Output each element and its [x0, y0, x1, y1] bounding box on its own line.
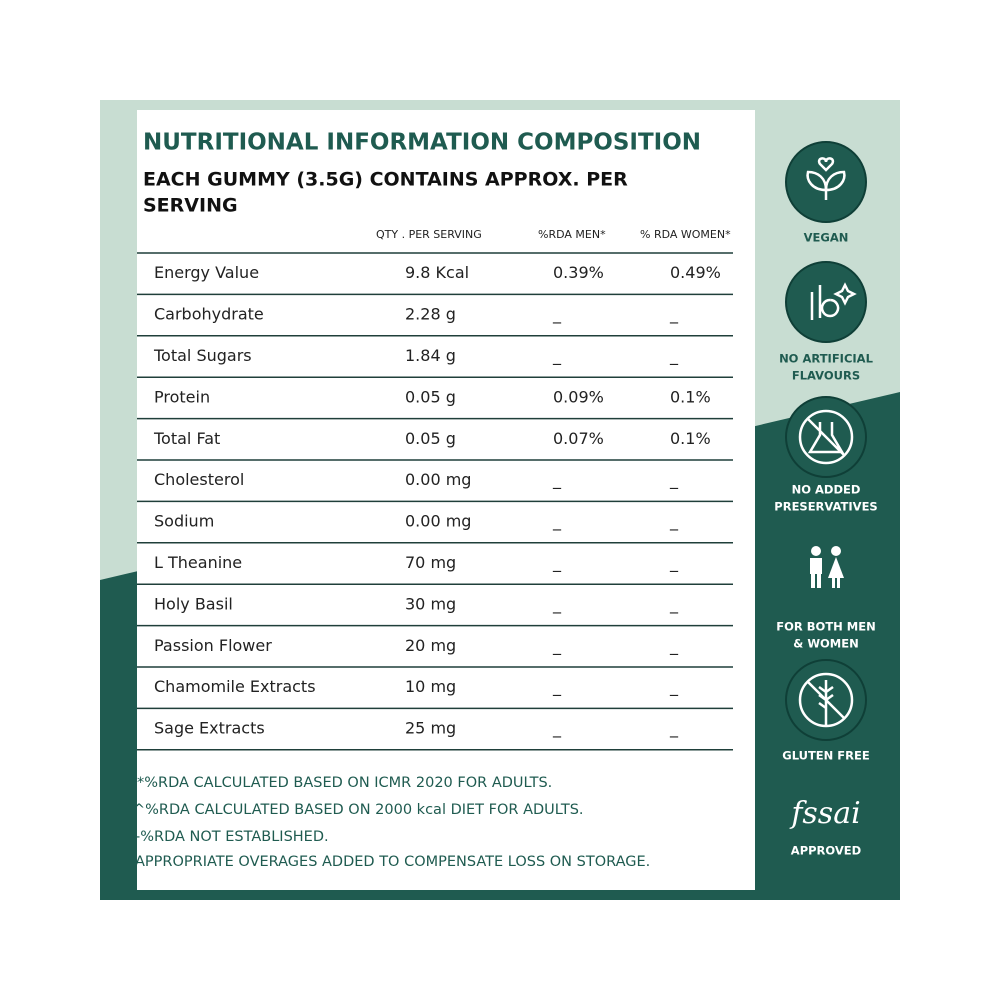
subtitle: EACH GUMMY (3.5G) CONTAINS APPROX. PER: [143, 169, 628, 191]
badge-label: FLAVOURS: [792, 369, 860, 383]
cell: 0.1%: [670, 429, 711, 448]
cell: _: [552, 677, 562, 697]
header: %RDA MEN*: [538, 228, 606, 241]
cell: 0.05 g: [405, 387, 456, 406]
footnote: *%RDA CALCULATED BASED ON ICMR 2020 FOR …: [137, 775, 552, 791]
badge-label: FOR BOTH MEN: [776, 620, 875, 634]
cell: 25 mg: [405, 719, 456, 738]
cell: 20 mg: [405, 636, 456, 655]
icon-lines: [798, 157, 857, 728]
cell: _: [552, 719, 562, 739]
cell: 70 mg: [405, 553, 456, 572]
badge-label: NO ADDED: [792, 483, 861, 497]
logo: fssai: [789, 796, 860, 831]
footnote: APPROPRIATE OVERAGES ADDED TO COMPENSATE…: [135, 854, 650, 870]
title: NUTRITIONAL INFORMATION COMPOSITION: [143, 130, 701, 156]
badge-label: APPROVED: [791, 844, 861, 858]
footnote: -%RDA NOT ESTABLISHED.: [135, 829, 329, 845]
badge-label: VEGAN: [804, 231, 849, 245]
badge-label: NO ARTIFICIAL: [779, 352, 874, 366]
cell: 0.00 mg: [405, 470, 471, 489]
cell: _: [669, 512, 679, 532]
cell: 2.28 g: [405, 305, 456, 324]
cell: Sodium: [154, 512, 214, 531]
cell: _: [669, 346, 679, 366]
header: % RDA WOMEN*: [640, 228, 731, 241]
cell: 0.07%: [553, 429, 604, 448]
cell: _: [669, 305, 679, 325]
header: QTY . PER SERVING: [376, 228, 482, 241]
cell: _: [669, 719, 679, 739]
cell: Total Sugars: [153, 346, 252, 365]
cell: 0.05 g: [405, 429, 456, 448]
cell: 30 mg: [405, 594, 456, 613]
cell: Cholesterol: [154, 470, 244, 489]
cell: 0.1%: [670, 387, 711, 406]
cell: 9.8 Kcal: [405, 263, 469, 282]
cell: _: [669, 553, 679, 573]
badge-label: & WOMEN: [793, 637, 858, 651]
badge-label: GLUTEN FREE: [782, 749, 870, 763]
cell: _: [552, 512, 562, 532]
subtitle: SERVING: [143, 195, 238, 217]
cell: 0.49%: [670, 263, 721, 282]
cell: _: [669, 677, 679, 697]
cell: 10 mg: [405, 677, 456, 696]
cell: Sage Extracts: [154, 719, 265, 738]
cell: Holy Basil: [154, 594, 233, 613]
cell: _: [552, 305, 562, 325]
footnote: ^%RDA CALCULATED BASED ON 2000 kcal DIET…: [133, 802, 584, 818]
badge-label: PRESERVATIVES: [774, 500, 877, 514]
cell: Carbohydrate: [154, 305, 264, 324]
cell: _: [669, 470, 679, 490]
cell: 1.84 g: [405, 346, 456, 365]
cell: _: [669, 594, 679, 614]
cell: _: [552, 470, 562, 490]
cell: _: [552, 594, 562, 614]
cell: _: [669, 636, 679, 656]
cell: _: [552, 553, 562, 573]
people-icon: [810, 546, 844, 588]
cell: 0.39%: [553, 263, 604, 282]
cell: Energy Value: [154, 263, 259, 282]
cell: Chamomile Extracts: [154, 677, 316, 696]
cell: Passion Flower: [154, 636, 272, 655]
cell: 0.09%: [553, 387, 604, 406]
cell: L Theanine: [154, 553, 242, 572]
card: [137, 110, 755, 890]
cell: 0.00 mg: [405, 512, 471, 531]
cell: _: [552, 346, 562, 366]
cell: Total Fat: [153, 429, 220, 448]
cell: Protein: [154, 387, 210, 406]
cell: _: [552, 636, 562, 656]
